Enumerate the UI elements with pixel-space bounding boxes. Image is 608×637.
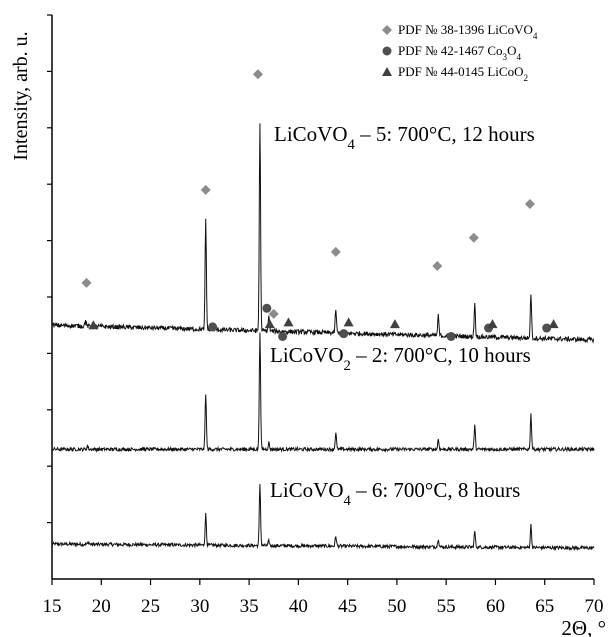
x-tick-label: 60 — [486, 596, 505, 617]
series-label-2: LiCoVO4 – 5: 700°C, 12 hours — [274, 122, 535, 153]
diamond-marker — [268, 308, 279, 319]
x-tick-label: 35 — [240, 596, 259, 617]
x-tick-label: 25 — [141, 596, 160, 617]
diamond-marker — [330, 246, 341, 257]
x-tick-label: 20 — [92, 596, 111, 617]
triangle-marker — [88, 320, 99, 330]
diamond-marker — [252, 69, 263, 80]
circle-marker — [262, 303, 272, 313]
x-tick-label: 30 — [190, 596, 209, 617]
x-tick-label: 65 — [535, 596, 554, 617]
labels-layer: LiCoVO4 – 6: 700°C, 8 hours LiCoVO2 – 2: … — [270, 122, 535, 509]
triangle-marker — [283, 317, 294, 327]
series-layer — [51, 123, 595, 552]
markers-layer — [81, 69, 559, 341]
x-tick-label: 50 — [387, 596, 406, 617]
x-tick-label: 45 — [338, 596, 357, 617]
x-tick-label: 40 — [289, 596, 308, 617]
x-tick-label: 70 — [585, 596, 604, 617]
triangle-marker — [389, 319, 400, 329]
triangle-marker — [548, 319, 559, 329]
legend: PDF № 38-1396 LiCoVO4 PDF № 42-1467 Co3O4… — [382, 22, 538, 83]
x-tick-label: 15 — [43, 596, 62, 617]
series-label-1: LiCoVO2 – 2: 700°C, 10 hours — [270, 343, 531, 374]
series-line-2 — [51, 123, 595, 345]
triangle-marker — [264, 319, 275, 329]
legend-entry-1: PDF № 42-1467 Co3O4 — [398, 43, 521, 62]
triangle-marker — [487, 319, 498, 329]
x-tick-label: 55 — [437, 596, 456, 617]
circle-marker — [339, 329, 349, 339]
circle-marker — [446, 331, 456, 341]
circle-marker — [278, 331, 288, 341]
series-label-0: LiCoVO4 – 6: 700°C, 8 hours — [270, 478, 520, 509]
legend-entry-2: PDF № 44-0145 LiCoO2 — [398, 64, 528, 83]
x-axis-label: 2Θ, ° — [561, 616, 606, 637]
circle-marker — [542, 323, 552, 333]
triangle-marker — [382, 67, 392, 76]
diamond-marker — [200, 184, 211, 195]
y-axis-label: Intensity, arb. u. — [10, 31, 32, 160]
diamond-marker — [382, 25, 392, 35]
circle-marker — [382, 46, 392, 56]
diamond-marker — [81, 277, 92, 288]
diamond-marker — [524, 198, 535, 209]
series-line-0 — [51, 483, 595, 552]
diamond-marker — [468, 232, 479, 243]
circle-marker — [208, 322, 218, 332]
triangle-marker — [343, 317, 354, 327]
diamond-marker — [432, 260, 443, 271]
legend-entry-0: PDF № 38-1396 LiCoVO4 — [398, 22, 538, 41]
series-line-1 — [51, 332, 595, 453]
